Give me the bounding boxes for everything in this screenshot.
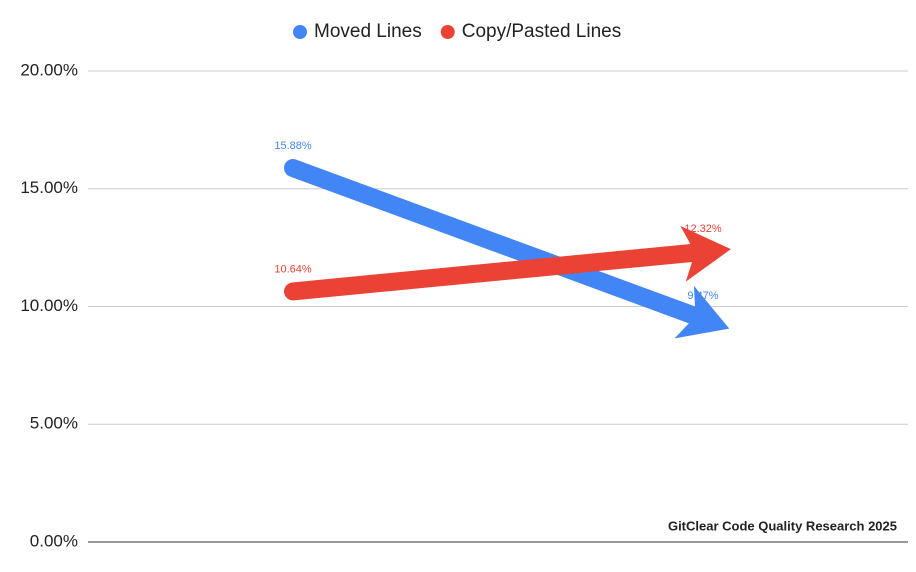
series-line (284, 225, 731, 301)
data-label: 12.32% (684, 223, 722, 235)
data-label: 9.47% (687, 290, 718, 302)
legend-marker (293, 25, 307, 39)
series-line (284, 159, 730, 339)
legend-marker (440, 25, 455, 39)
data-label: 15.88% (274, 140, 312, 152)
legend-label: Copy/Pasted Lines (462, 21, 622, 42)
legend-label: Moved Lines (314, 21, 422, 42)
annotation: GitClear Code Quality Research 2025 (668, 518, 897, 533)
y-tick-label: 20.00% (20, 60, 78, 79)
y-tick-label: 10.00% (20, 296, 78, 315)
data-label: 10.64% (274, 263, 312, 275)
y-tick-label: 15.00% (20, 178, 78, 197)
y-tick-label: 0.00% (30, 531, 78, 550)
y-tick-label: 5.00% (30, 414, 78, 433)
